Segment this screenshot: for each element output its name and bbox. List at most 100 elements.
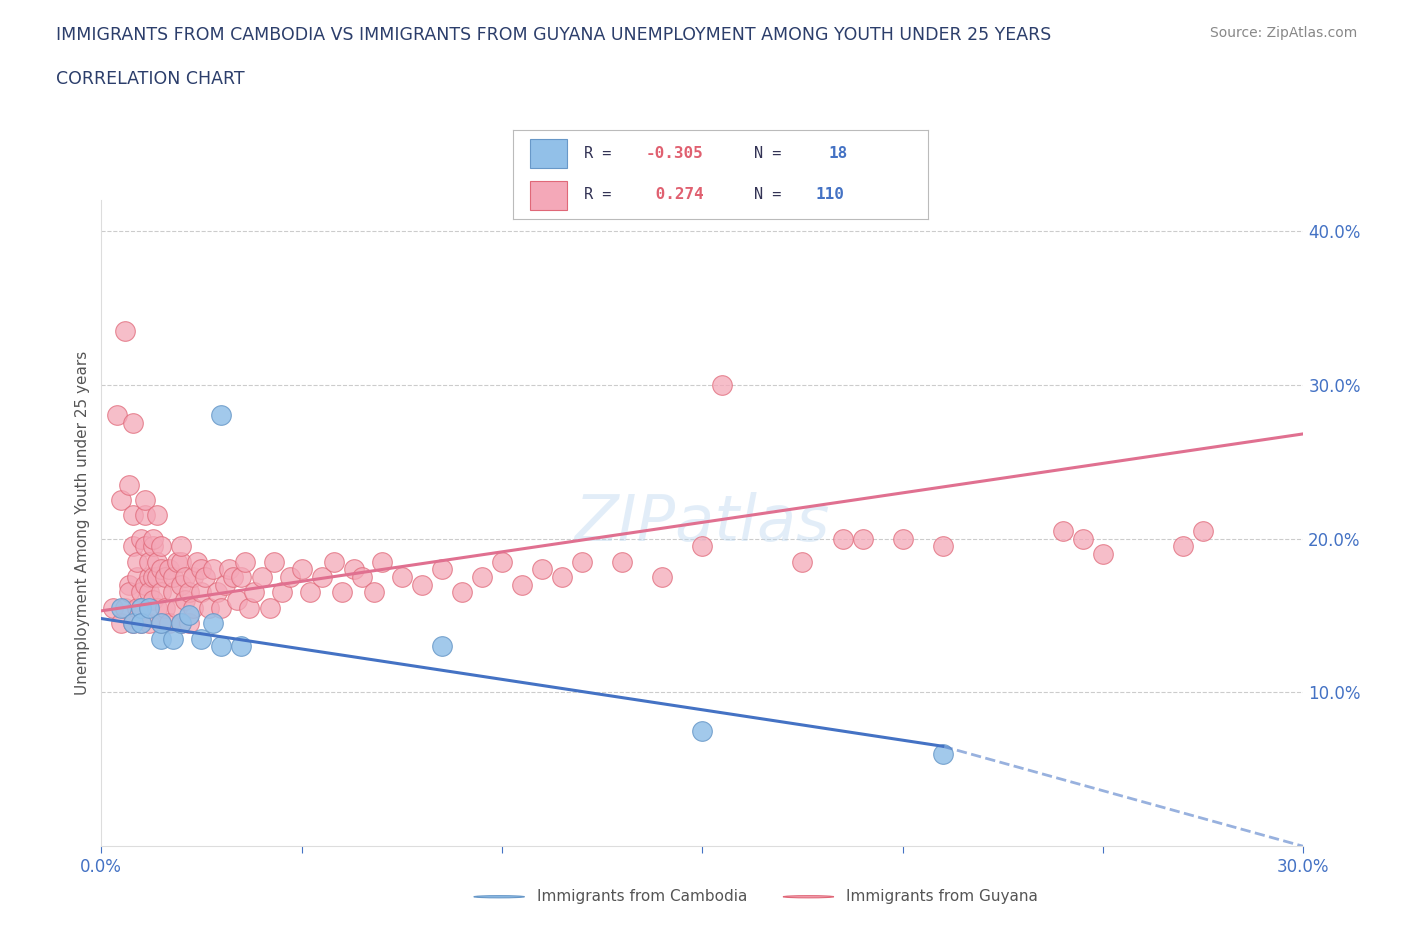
- Point: [510, 578, 533, 592]
- Text: 0.274: 0.274: [645, 187, 703, 202]
- Point: [852, 531, 875, 546]
- Point: [932, 538, 955, 553]
- Point: [330, 585, 353, 600]
- Point: [231, 569, 253, 584]
- Point: [150, 616, 173, 631]
- Point: [1173, 538, 1195, 553]
- Point: [311, 569, 333, 584]
- Text: N =: N =: [754, 187, 790, 202]
- Point: [146, 601, 169, 616]
- Point: [202, 616, 225, 631]
- Point: [142, 569, 165, 584]
- Point: [122, 538, 145, 553]
- Point: [118, 585, 141, 600]
- Point: [259, 601, 281, 616]
- Point: [110, 616, 132, 631]
- Point: [411, 578, 433, 592]
- Point: [250, 569, 273, 584]
- Point: [146, 569, 169, 584]
- Point: [235, 554, 257, 569]
- Point: [122, 616, 145, 631]
- Point: [471, 569, 494, 584]
- Point: [430, 639, 453, 654]
- Point: [831, 531, 853, 546]
- Point: [491, 554, 513, 569]
- Point: [127, 601, 149, 616]
- Point: [142, 538, 165, 553]
- Point: [278, 569, 301, 584]
- Point: [142, 531, 165, 546]
- Point: [118, 477, 141, 492]
- Point: [531, 562, 554, 577]
- Point: [711, 378, 734, 392]
- Point: [155, 601, 177, 616]
- Point: [1192, 524, 1215, 538]
- Point: [150, 585, 173, 600]
- Point: [391, 569, 413, 584]
- Point: [110, 601, 132, 616]
- Point: [451, 585, 474, 600]
- Point: [138, 569, 160, 584]
- Point: [692, 724, 714, 738]
- Point: [114, 601, 136, 616]
- Point: [131, 616, 153, 631]
- Point: [183, 601, 205, 616]
- Point: [651, 569, 673, 584]
- Point: [571, 554, 593, 569]
- Point: [131, 601, 153, 616]
- Point: [612, 554, 634, 569]
- Point: [155, 569, 177, 584]
- Point: [118, 578, 141, 592]
- Text: IMMIGRANTS FROM CAMBODIA VS IMMIGRANTS FROM GUYANA UNEMPLOYMENT AMONG YOUTH UNDE: IMMIGRANTS FROM CAMBODIA VS IMMIGRANTS F…: [56, 26, 1052, 44]
- Point: [350, 569, 373, 584]
- Point: [127, 554, 149, 569]
- Point: [162, 569, 184, 584]
- Point: [170, 616, 193, 631]
- Point: [179, 608, 201, 623]
- Point: [122, 616, 145, 631]
- Point: [166, 601, 188, 616]
- Point: [363, 585, 385, 600]
- Point: [134, 578, 156, 592]
- Point: [174, 569, 197, 584]
- Point: [138, 554, 160, 569]
- Point: [214, 578, 236, 592]
- Point: [170, 578, 193, 592]
- Point: [551, 569, 574, 584]
- Text: 110: 110: [815, 187, 845, 202]
- Point: [134, 538, 156, 553]
- Point: [122, 508, 145, 523]
- Point: [134, 508, 156, 523]
- Point: [226, 592, 249, 607]
- Point: [322, 554, 344, 569]
- Point: [218, 562, 240, 577]
- FancyBboxPatch shape: [530, 180, 567, 210]
- Point: [127, 569, 149, 584]
- Point: [150, 616, 173, 631]
- Point: [194, 569, 217, 584]
- Point: [198, 601, 221, 616]
- Point: [211, 408, 233, 423]
- Point: [207, 585, 229, 600]
- Point: [190, 631, 212, 646]
- Point: [166, 554, 188, 569]
- Point: [222, 569, 245, 584]
- Text: N =: N =: [754, 146, 790, 161]
- Point: [131, 585, 153, 600]
- Circle shape: [474, 896, 524, 897]
- Point: [891, 531, 914, 546]
- Point: [170, 538, 193, 553]
- Point: [371, 554, 394, 569]
- Point: [231, 639, 253, 654]
- Point: [131, 601, 153, 616]
- Point: [138, 616, 160, 631]
- Point: [146, 554, 169, 569]
- Point: [270, 585, 292, 600]
- Point: [138, 601, 160, 616]
- Point: [110, 493, 132, 508]
- Text: CORRELATION CHART: CORRELATION CHART: [56, 70, 245, 87]
- Text: ZIPatlas: ZIPatlas: [575, 492, 830, 554]
- Point: [122, 416, 145, 431]
- Point: [162, 585, 184, 600]
- Point: [692, 538, 714, 553]
